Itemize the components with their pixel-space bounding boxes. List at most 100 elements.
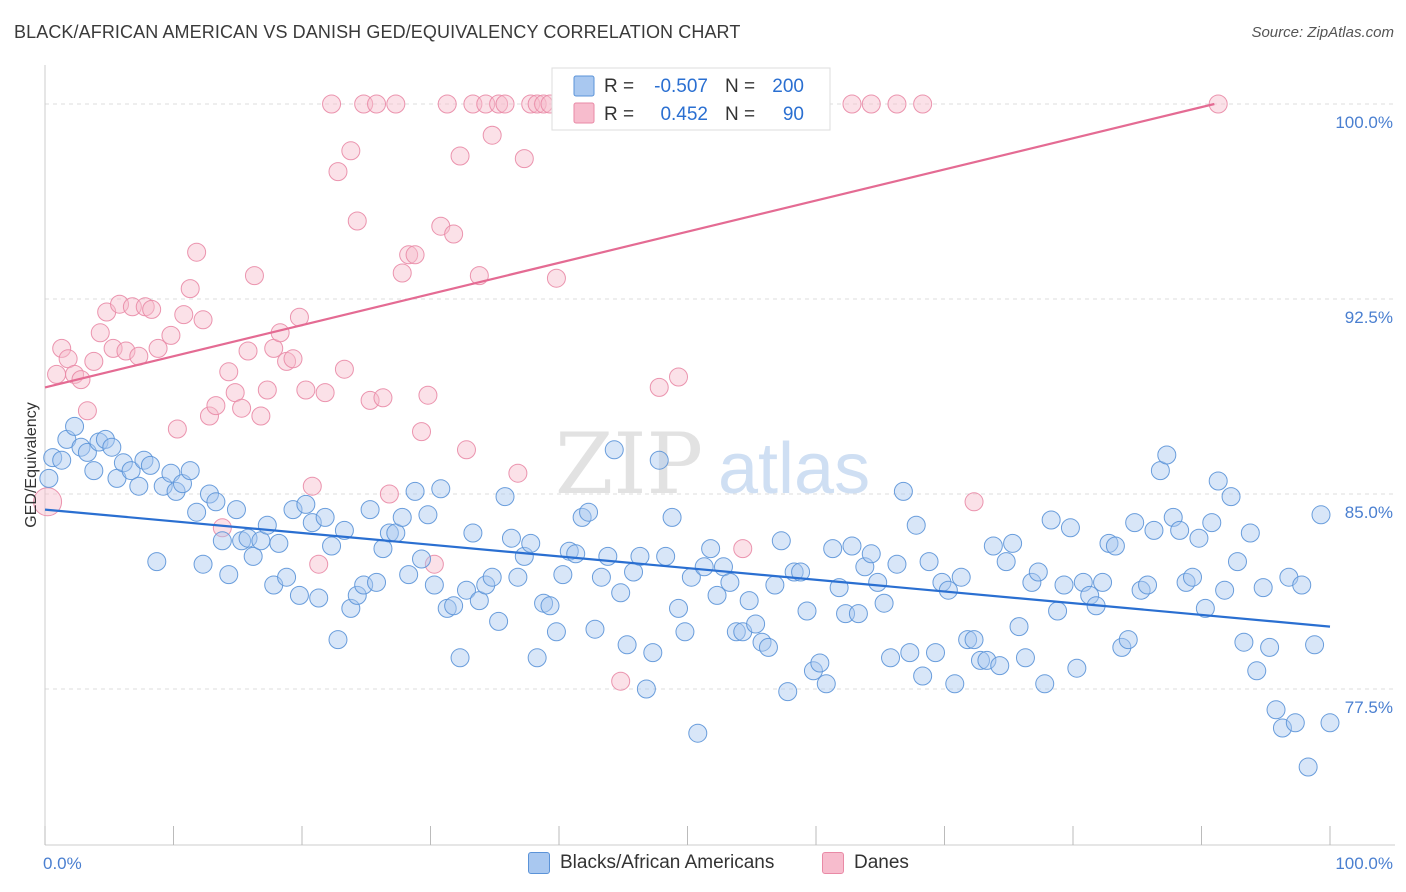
blacks-point <box>707 585 727 605</box>
danes-point <box>379 484 399 504</box>
danes-point <box>424 554 444 574</box>
blacks-point <box>1272 718 1292 738</box>
blacks-point <box>1266 700 1286 720</box>
blacks-point <box>322 536 342 556</box>
danes-point <box>669 367 689 387</box>
legend-item-blacks[interactable]: Blacks/African Americans <box>528 852 774 874</box>
blacks-point <box>990 656 1010 676</box>
blacks-point <box>919 552 939 572</box>
danes-point <box>77 401 97 421</box>
danes-point <box>302 476 322 496</box>
danes-point <box>296 380 316 400</box>
danes-point <box>482 125 502 145</box>
blacks-point <box>758 637 778 657</box>
y-tick-label: 77.5% <box>1345 698 1393 717</box>
legend-blue-swatch <box>573 75 595 97</box>
blacks-point <box>1170 520 1190 540</box>
danes-point <box>450 146 470 166</box>
danes-point <box>238 341 258 361</box>
blacks-point <box>328 630 348 650</box>
legend-n-value-2: 90 <box>783 104 804 125</box>
y-tick-label: 92.5% <box>1345 308 1393 327</box>
blacks-point <box>334 520 354 540</box>
danes-point <box>649 377 669 397</box>
blacks-point <box>598 546 618 566</box>
danes-point <box>373 388 393 408</box>
legend-label-danes: Danes <box>854 852 909 873</box>
blacks-point <box>463 523 483 543</box>
blacks-point <box>302 513 322 533</box>
danes-point <box>418 385 438 405</box>
blacks-point <box>887 554 907 574</box>
chart-title: BLACK/AFRICAN AMERICAN VS DANISH GED/EQU… <box>14 22 741 42</box>
blacks-point <box>102 437 122 457</box>
blacks-point <box>476 575 496 595</box>
danes-point <box>495 94 515 114</box>
danes-point <box>161 325 181 345</box>
blacks-point <box>579 502 599 522</box>
blacks-point <box>591 567 611 587</box>
blacks-point <box>1176 572 1196 592</box>
danes-point <box>386 94 406 114</box>
blacks-point <box>662 507 682 527</box>
danes-point <box>367 94 387 114</box>
danes-point <box>399 245 419 265</box>
blacks-point <box>456 580 476 600</box>
danes-point <box>508 463 528 483</box>
danes-point <box>187 242 207 262</box>
blacks-point <box>212 531 232 551</box>
blacks-point <box>893 481 913 501</box>
blacks-point <box>604 440 624 460</box>
blacks-point <box>868 572 888 592</box>
blacks-trendline <box>44 508 1331 628</box>
blacks-point <box>1015 648 1035 668</box>
blacks-point <box>1208 471 1228 491</box>
blacks-point <box>489 611 509 631</box>
blacks-point <box>803 661 823 681</box>
source-label: Source: ZipAtlas.com <box>1251 24 1394 41</box>
danes-point <box>733 539 753 559</box>
legend-r-value-2: 0.452 <box>660 104 708 125</box>
blacks-swatch <box>528 852 550 874</box>
blacks-point <box>694 557 714 577</box>
legend-r-value-1: -0.507 <box>654 76 708 97</box>
danes-point <box>964 492 984 512</box>
danes-point <box>861 94 881 114</box>
blacks-point <box>269 533 289 553</box>
blacks-point <box>983 536 1003 556</box>
blacks-point <box>129 476 149 496</box>
blacks-point <box>810 653 830 673</box>
blacks-point <box>187 502 207 522</box>
blacks-point <box>1138 575 1158 595</box>
blacks-point <box>296 494 316 514</box>
blacks-point <box>656 546 676 566</box>
legend-item-danes[interactable]: Danes <box>822 852 909 874</box>
blacks-point <box>816 674 836 694</box>
danes-point <box>212 518 232 538</box>
blacks-point <box>243 546 263 566</box>
danes-point <box>322 94 342 114</box>
blacks-point <box>1215 580 1235 600</box>
danes-point <box>913 94 933 114</box>
watermark-atlas: atlas <box>718 429 870 509</box>
blacks-point <box>643 643 663 663</box>
blacks-point <box>848 604 868 624</box>
danes-point <box>116 341 136 361</box>
blacks-point <box>1093 572 1113 592</box>
blacks-point <box>585 619 605 639</box>
blacks-point <box>1009 617 1029 637</box>
danes-point <box>180 279 200 299</box>
danes-point <box>174 305 194 325</box>
blacks-point <box>347 585 367 605</box>
blacks-point <box>900 643 920 663</box>
legend-pink-swatch <box>573 102 595 124</box>
blacks-point <box>1157 445 1177 465</box>
blacks-point <box>649 450 669 470</box>
blacks-point <box>166 481 186 501</box>
blacks-point <box>1112 637 1132 657</box>
blacks-point <box>1067 658 1087 678</box>
blacks-point <box>1125 513 1145 533</box>
blacks-point <box>958 630 978 650</box>
blacks-point <box>765 575 785 595</box>
blacks-point <box>913 666 933 686</box>
